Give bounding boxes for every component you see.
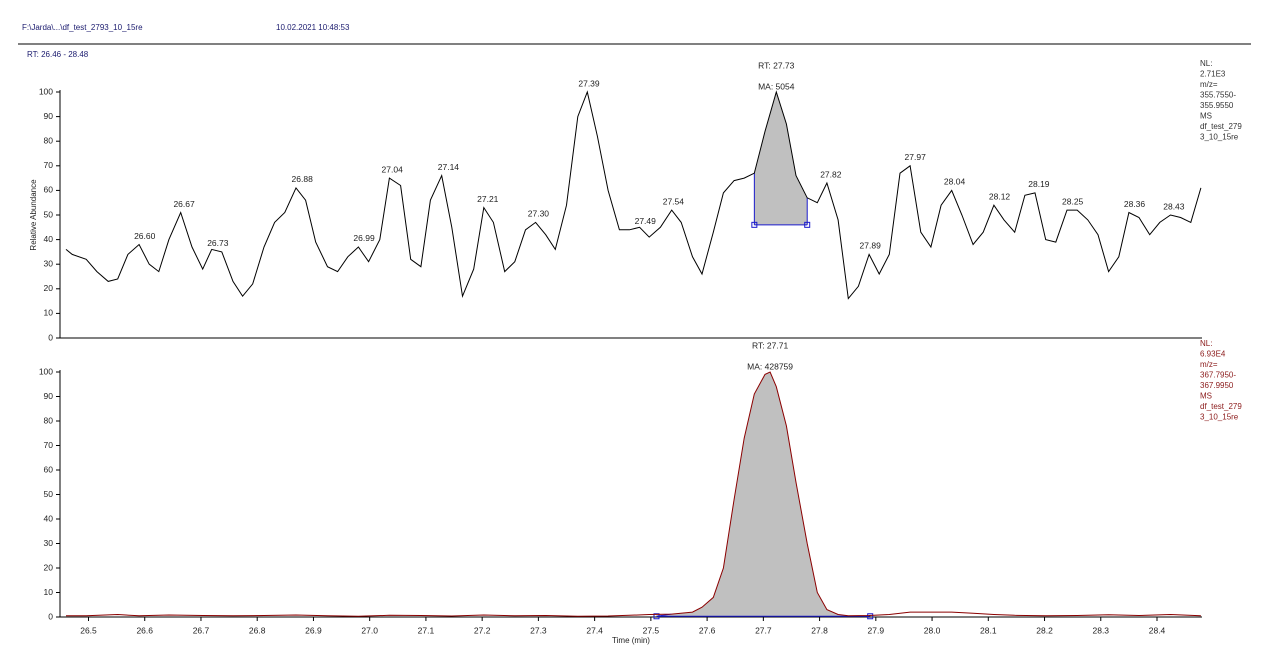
y-tick-label: 100 bbox=[39, 86, 53, 96]
x-tick-label: 27.2 bbox=[474, 625, 491, 635]
trace bbox=[66, 371, 1201, 617]
peak-boundary-marker bbox=[751, 221, 758, 228]
x-tick-label: 27.6 bbox=[699, 625, 716, 635]
trace-info: 355.9550 bbox=[1200, 101, 1234, 110]
x-tick-label: 28.4 bbox=[1149, 625, 1166, 635]
peak-label: 28.04 bbox=[944, 177, 966, 187]
trace-info: MS bbox=[1200, 112, 1212, 121]
trace-info: df_test_279 bbox=[1200, 402, 1242, 411]
peak-label: 27.89 bbox=[860, 241, 882, 251]
peak-area-label: MA: 428759 bbox=[747, 361, 793, 371]
acquisition-date: 10.02.2021 10:48:53 bbox=[276, 23, 350, 32]
rt-range: RT: 26.46 - 28.48 bbox=[27, 50, 89, 59]
file-path: F:\Jarda\...\df_test_2793_10_15re bbox=[22, 23, 143, 32]
trace bbox=[65, 90, 1202, 300]
x-tick-label: 27.1 bbox=[418, 625, 435, 635]
peak-label: 28.19 bbox=[1028, 179, 1050, 189]
y-tick-label: 50 bbox=[44, 209, 54, 219]
trace-info: 2.71E3 bbox=[1200, 70, 1226, 79]
peak-label: 28.12 bbox=[989, 191, 1011, 201]
peak-label: 27.21 bbox=[477, 194, 499, 204]
y-tick-label: 50 bbox=[44, 489, 54, 499]
x-tick-label: 26.9 bbox=[305, 625, 322, 635]
peak-boundary-marker bbox=[867, 613, 874, 620]
peak-area bbox=[754, 92, 808, 225]
trace-info: df_test_279 bbox=[1200, 122, 1242, 131]
peak-rt-label: RT: 27.73 bbox=[758, 60, 795, 70]
peak-area bbox=[656, 372, 871, 617]
trace-info: 6.93E4 bbox=[1200, 350, 1226, 359]
trace-info: 367.7950- bbox=[1200, 371, 1236, 380]
peak-label: 26.60 bbox=[134, 231, 156, 241]
peak-boundary-marker bbox=[653, 613, 660, 620]
x-tick-label: 27.8 bbox=[811, 625, 828, 635]
peak-label: 27.82 bbox=[820, 169, 842, 179]
x-tick-label: 27.3 bbox=[530, 625, 547, 635]
trace-info: m/z= bbox=[1200, 360, 1218, 369]
y-tick-label: 10 bbox=[44, 308, 54, 318]
peak-label: 28.36 bbox=[1124, 199, 1146, 209]
trace-info: 367.9950 bbox=[1200, 381, 1234, 390]
y-tick-label: 20 bbox=[44, 283, 54, 293]
y-tick-label: 30 bbox=[44, 538, 54, 548]
peak-area-label: MA: 5054 bbox=[758, 81, 795, 91]
x-tick-label: 27.5 bbox=[643, 625, 660, 635]
y-tick-label: 0 bbox=[48, 611, 53, 621]
peak-label: 27.97 bbox=[905, 152, 927, 162]
x-tick-label: 27.7 bbox=[755, 625, 772, 635]
trace-info: 3_10_15re bbox=[1200, 133, 1239, 142]
x-tick-label: 27.0 bbox=[361, 625, 378, 635]
x-tick-label: 27.4 bbox=[586, 625, 603, 635]
x-tick-label: 28.3 bbox=[1092, 625, 1109, 635]
peak-label: 27.49 bbox=[635, 216, 657, 226]
peak-label: 27.14 bbox=[438, 162, 460, 172]
y-tick-label: 60 bbox=[44, 464, 54, 474]
peak-label: 27.54 bbox=[663, 196, 685, 206]
x-tick-label: 28.0 bbox=[924, 625, 941, 635]
x-axis-label: Time (min) bbox=[612, 636, 650, 645]
x-tick-label: 27.9 bbox=[868, 625, 885, 635]
peak-label: 27.04 bbox=[382, 164, 404, 174]
y-tick-label: 70 bbox=[44, 160, 54, 170]
trace-info: MS bbox=[1200, 392, 1212, 401]
y-tick-label: 90 bbox=[44, 391, 54, 401]
trace-info: NL: bbox=[1200, 59, 1212, 68]
y-tick-label: 0 bbox=[48, 332, 53, 342]
y-tick-label: 80 bbox=[44, 415, 54, 425]
x-tick-label: 28.2 bbox=[1036, 625, 1053, 635]
peak-rt-label: RT: 27.71 bbox=[752, 340, 789, 350]
y-tick-label: 60 bbox=[44, 185, 54, 195]
trace-info: 355.7550- bbox=[1200, 91, 1236, 100]
y-tick-label: 20 bbox=[44, 562, 54, 572]
peak-label: 26.88 bbox=[292, 174, 314, 184]
x-tick-label: 26.5 bbox=[80, 625, 97, 635]
y-tick-label: 70 bbox=[44, 440, 54, 450]
peak-label: 27.39 bbox=[578, 78, 600, 88]
y-tick-label: 40 bbox=[44, 234, 54, 244]
y-tick-label: 80 bbox=[44, 135, 54, 145]
x-tick-label: 26.7 bbox=[193, 625, 210, 635]
x-tick-label: 26.8 bbox=[249, 625, 266, 635]
peak-label: 28.43 bbox=[1163, 201, 1185, 211]
peak-label: 28.25 bbox=[1062, 196, 1084, 206]
y-tick-label: 40 bbox=[44, 513, 54, 523]
y-tick-label: 100 bbox=[39, 366, 53, 376]
y-axis-label: Relative Abundance bbox=[29, 179, 38, 251]
x-tick-label: 28.1 bbox=[980, 625, 997, 635]
trace-info: m/z= bbox=[1200, 80, 1218, 89]
trace-info: 3_10_15re bbox=[1200, 413, 1239, 422]
y-tick-label: 30 bbox=[44, 258, 54, 268]
peak-label: 27.30 bbox=[528, 209, 550, 219]
y-tick-label: 10 bbox=[44, 587, 54, 597]
peak-label: 26.67 bbox=[173, 199, 195, 209]
peak-boundary-marker bbox=[804, 221, 811, 228]
peak-label: 26.73 bbox=[207, 238, 229, 248]
peak-label: 26.99 bbox=[353, 233, 375, 243]
x-tick-label: 26.6 bbox=[136, 625, 153, 635]
trace-info: NL: bbox=[1200, 339, 1212, 348]
y-tick-label: 90 bbox=[44, 111, 54, 121]
